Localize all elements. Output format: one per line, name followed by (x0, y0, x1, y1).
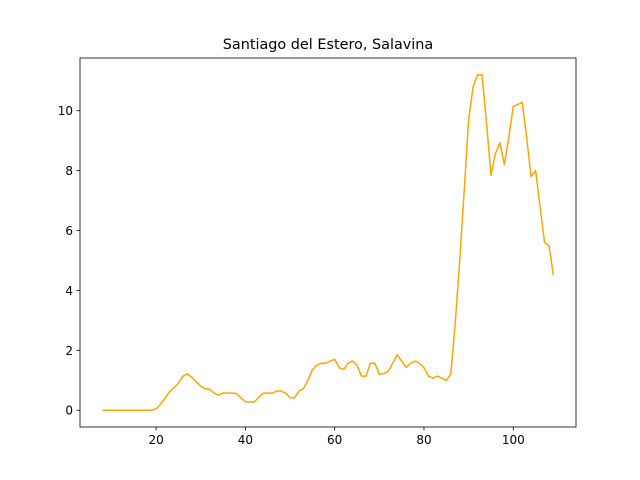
series-line (102, 74, 555, 411)
plot-area (102, 74, 555, 411)
y-tick-label: 8 (65, 164, 73, 178)
y-axis: 0 2 4 6 8 10 (58, 104, 80, 418)
x-tick-label: 80 (416, 433, 431, 447)
chart-title: Santiago del Estero, Salavina (223, 37, 433, 53)
y-tick-label: 2 (65, 344, 73, 358)
x-tick-label: 100 (502, 433, 525, 447)
y-tick-label: 4 (65, 284, 73, 298)
y-tick-label: 10 (58, 104, 73, 118)
x-tick-label: 20 (148, 433, 163, 447)
x-tick-label: 40 (238, 433, 253, 447)
axes-frame (79, 57, 577, 428)
x-axis: 20 40 60 80 100 (148, 427, 525, 447)
y-tick-label: 0 (65, 404, 73, 418)
y-tick-label: 6 (65, 224, 73, 238)
x-tick-label: 60 (327, 433, 342, 447)
